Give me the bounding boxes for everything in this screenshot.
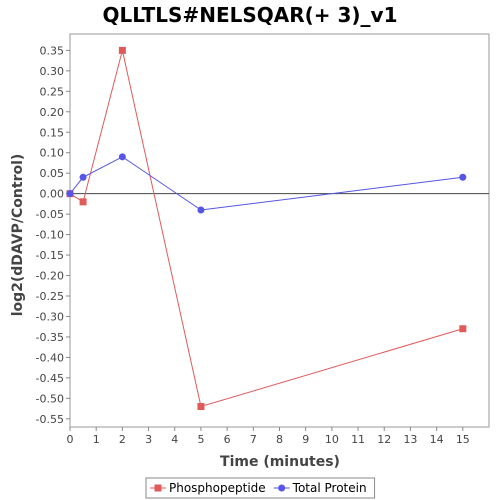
data-point	[197, 403, 205, 411]
data-point	[79, 198, 87, 206]
data-point	[66, 190, 74, 198]
y-tick-label: 0.15	[40, 126, 65, 139]
y-tick-label: -0.30	[36, 310, 64, 323]
series-2	[66, 153, 467, 214]
legend-item: Total Protein	[273, 481, 367, 495]
data-point	[118, 153, 126, 161]
y-tick-label: -0.45	[36, 372, 64, 385]
x-axis-label: Time (minutes)	[220, 454, 340, 470]
y-tick-label: 0.20	[40, 106, 65, 119]
y-tick-label: -0.40	[36, 351, 64, 364]
y-tick-label: 0.30	[40, 65, 65, 78]
x-tick-label: 12	[377, 433, 391, 446]
y-tick-label: 0.10	[40, 147, 65, 160]
y-tick-label: -0.20	[36, 270, 64, 283]
plot-frame	[69, 33, 490, 428]
x-tick-label: 2	[119, 433, 126, 446]
legend-box	[145, 477, 376, 499]
legend-marker	[278, 484, 286, 492]
data-point	[459, 173, 467, 181]
legend: Phosphopeptide Total Protein	[145, 477, 376, 499]
plot-area	[69, 33, 490, 428]
y-tick-label: 0.25	[40, 85, 65, 98]
x-tick-label: 3	[145, 433, 152, 446]
x-tick-label: 6	[224, 433, 231, 446]
y-tick-label: -0.55	[36, 413, 64, 426]
y-axis-label: log2(dDAVP/Control)	[10, 154, 26, 317]
legend-label: Phosphopeptide	[169, 481, 266, 495]
legend-label: Total Protein	[292, 481, 367, 495]
x-tick-label: 10	[325, 433, 339, 446]
y-tick-label: -0.50	[36, 392, 64, 405]
y-tick-label: -0.35	[36, 331, 64, 344]
data-point	[118, 46, 126, 54]
x-tick-label: 13	[403, 433, 417, 446]
y-tick-label: 0.35	[40, 44, 65, 57]
data-point	[197, 206, 205, 214]
x-tick-label: 9	[302, 433, 309, 446]
y-tick-label: -0.15	[36, 249, 64, 262]
y-tick-label: -0.05	[36, 208, 64, 221]
x-tick-label: 11	[351, 433, 365, 446]
y-tick-label: 0.00	[40, 188, 65, 201]
y-tick-label: 0.05	[40, 167, 65, 180]
x-tick-label: 5	[197, 433, 204, 446]
x-tick-label: 4	[171, 433, 178, 446]
chart-title: QLLTLS#NELSQAR(+ 3)_v1	[102, 3, 397, 27]
x-tick-label: 1	[93, 433, 100, 446]
y-tick-label: -0.25	[36, 290, 64, 303]
x-tick-label: 15	[456, 433, 470, 446]
x-tick-label: 7	[250, 433, 257, 446]
legend-item: Phosphopeptide	[150, 481, 266, 495]
data-point	[459, 325, 467, 333]
series-layer	[66, 46, 467, 411]
x-axis: 0 1 2 3 4 5 6 7 8 9 10 11 12 13 14 15	[67, 427, 470, 446]
y-axis: 0.35 0.30 0.25 0.20 0.15 0.10 0.05 0.00 -0.05 -0.…	[36, 44, 70, 426]
data-point	[79, 173, 87, 181]
x-tick-label: 0	[67, 433, 74, 446]
x-tick-label: 8	[276, 433, 283, 446]
legend-marker	[154, 484, 162, 492]
y-tick-label: -0.10	[36, 229, 64, 242]
x-tick-label: 14	[430, 433, 444, 446]
